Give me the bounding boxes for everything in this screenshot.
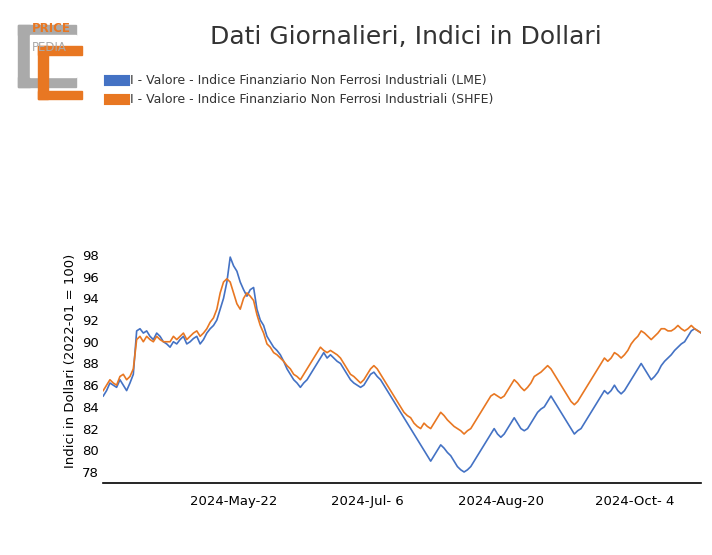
Bar: [38, 90, 82, 99]
Bar: [31, 36, 75, 77]
Text: Dati Giornalieri, Indici in Dollari: Dati Giornalieri, Indici in Dollari: [210, 25, 602, 49]
Y-axis label: Indici in Dollari (2022-01 = 100): Indici in Dollari (2022-01 = 100): [63, 254, 77, 468]
Bar: [19, 24, 75, 35]
Legend: I - Valore - Indice Finanziario Non Ferrosi Industriali (LME), I - Valore - Indi: I - Valore - Indice Finanziario Non Ferr…: [103, 69, 498, 112]
Text: PRICE: PRICE: [31, 22, 70, 34]
Bar: [19, 24, 31, 87]
Bar: [19, 77, 75, 87]
Bar: [38, 46, 48, 99]
Text: PEDIA: PEDIA: [31, 41, 66, 54]
Bar: [38, 46, 82, 55]
